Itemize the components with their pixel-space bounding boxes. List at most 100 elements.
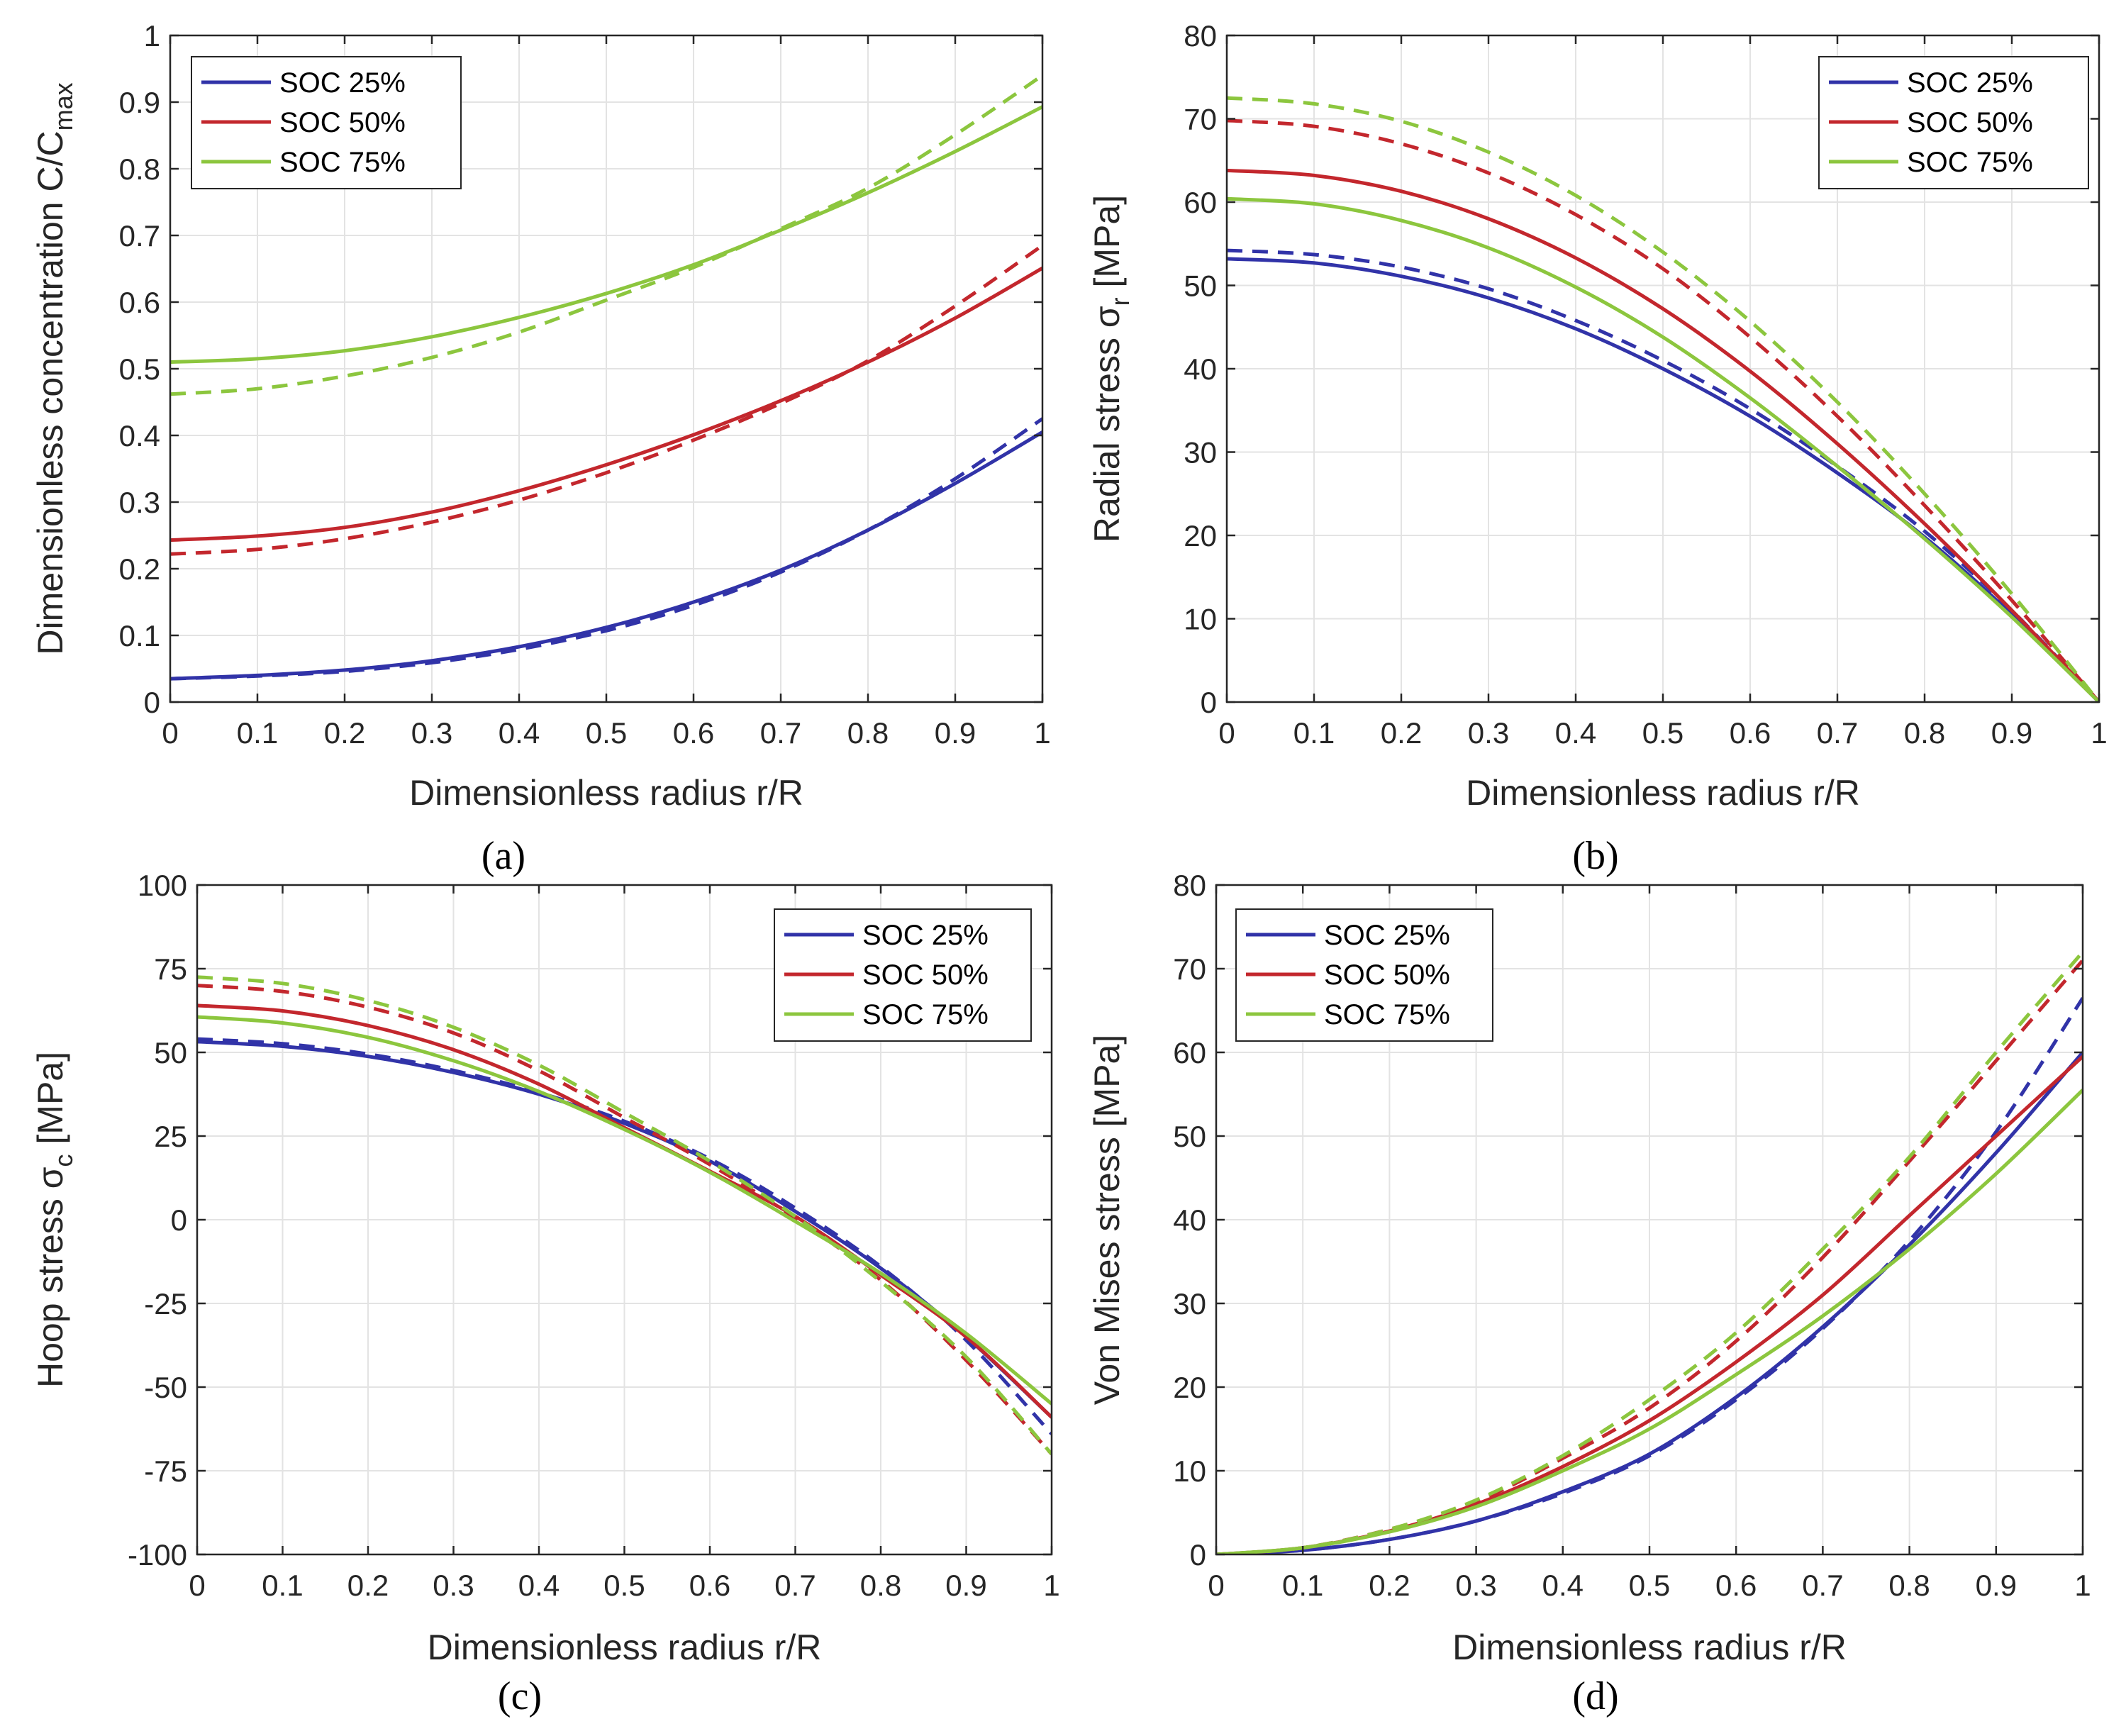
- series-line-dashed-75: [197, 975, 1052, 1456]
- y-tick-label: 40: [1173, 1203, 1206, 1237]
- x-tick-label: 0.6: [673, 716, 714, 750]
- x-tick-label: 0.1: [237, 716, 278, 750]
- x-tick-label: 0.8: [1904, 716, 1945, 750]
- legend-entry: SOC 50%: [279, 107, 406, 138]
- x-tick-label: 0.3: [433, 1569, 474, 1602]
- y-tick-label: 0.4: [119, 419, 160, 452]
- y-tick-label: 0.7: [119, 219, 160, 252]
- legend: SOC 25% SOC 50% SOC 75%: [1235, 908, 1493, 1042]
- x-tick-label: 0.7: [1817, 716, 1858, 750]
- x-tick-label: 0.4: [1542, 1569, 1584, 1602]
- series-group: [1216, 950, 2083, 1554]
- series-line-dashed-50: [170, 244, 1042, 556]
- x-tick-label: 0.9: [935, 716, 976, 750]
- y-tick-label: 80: [1184, 19, 1217, 52]
- x-tick-label: 0.8: [847, 716, 889, 750]
- x-tick-label: 0.7: [760, 716, 801, 750]
- legend: SOC 25% SOC 50% SOC 75%: [1818, 56, 2089, 189]
- x-tick-label: 0.6: [689, 1569, 730, 1602]
- y-tick-label: 10: [1184, 603, 1217, 636]
- x-tick-label: 0.5: [1629, 1569, 1670, 1602]
- y-tick-label: 0: [1190, 1538, 1206, 1571]
- x-tick-label: 0.4: [518, 1569, 560, 1602]
- x-tick-label: 1: [1043, 1569, 1059, 1602]
- series-line-solid-50: [170, 266, 1042, 542]
- legend-entry: SOC 50%: [1907, 107, 2033, 138]
- y-axis-label-subscript: c: [49, 1154, 78, 1167]
- series-line-dashed-75: [1227, 96, 2099, 702]
- legend-entry: SOC 75%: [279, 147, 406, 178]
- x-tick-label: 0.9: [1976, 1569, 2017, 1602]
- y-tick-label: 0.3: [119, 486, 160, 519]
- x-axis-label: Dimensionless radius r/R: [409, 773, 803, 813]
- y-tick-label: 80: [1173, 869, 1206, 902]
- y-axis-label-unit: [MPa]: [30, 1052, 70, 1154]
- y-axis-label-subscript: max: [49, 82, 78, 130]
- series-line-solid-75: [170, 105, 1042, 365]
- y-tick-label: 25: [154, 1120, 187, 1153]
- series-line-solid-25: [1227, 257, 2099, 702]
- y-axis-label-main: Radial stress σ: [1087, 306, 1127, 542]
- x-tick-label: 0.9: [945, 1569, 986, 1602]
- x-axis-label: Dimensionless radius r/R: [428, 1628, 822, 1667]
- series-group: [197, 975, 1052, 1456]
- x-tick-label: 1: [1034, 716, 1050, 750]
- x-tick-label: 0.5: [586, 716, 627, 750]
- legend-entry: SOC 25%: [1907, 67, 2033, 99]
- legend-entry: SOC 75%: [1324, 999, 1450, 1030]
- panel-a: 0 0.1 0.2 0.3 0.4 0.5 0.6 0.7 0.8 0.9 1 0 0.1 0.2 0.3 0…: [30, 19, 1051, 878]
- x-tick-label: 0.8: [860, 1569, 901, 1602]
- series-group: [1227, 96, 2099, 702]
- series-line-dashed-25: [197, 1037, 1052, 1435]
- y-tick-label: 20: [1184, 519, 1217, 552]
- y-tick-label: 100: [138, 869, 187, 902]
- y-tick-label: 70: [1173, 952, 1206, 986]
- y-tick-label: 30: [1173, 1287, 1206, 1320]
- legend-entry: SOC 25%: [279, 67, 406, 99]
- y-axis-label-main: Dimensionless concentration C/C: [30, 130, 70, 655]
- x-tick-label: 0.3: [411, 716, 452, 750]
- y-tick-label: 50: [1184, 269, 1217, 303]
- legend-entry: SOC 25%: [862, 920, 989, 951]
- y-axis-label-main: Hoop stress σ: [30, 1167, 70, 1388]
- panel-caption: (b): [1572, 834, 1618, 878]
- x-tick-label: 0: [1208, 1569, 1224, 1602]
- y-axis-label-unit: [MPa]: [1087, 195, 1127, 297]
- series-group: [170, 74, 1042, 681]
- panel-c: 0 0.1 0.2 0.3 0.4 0.5 0.6 0.7 0.8 0.9 1 -100 -75 -50 -…: [30, 869, 1060, 1718]
- x-tick-label: 0: [162, 716, 178, 750]
- x-axis-label: Dimensionless radius r/R: [1452, 1628, 1847, 1667]
- y-tick-label: 0: [144, 686, 160, 719]
- x-tick-label: 0.1: [1293, 716, 1335, 750]
- x-tick-label: 0.8: [1888, 1569, 1930, 1602]
- y-tick-label: 0.1: [119, 619, 160, 652]
- panel-b: 0 0.1 0.2 0.3 0.4 0.5 0.6 0.7 0.8 0.9 101020304050…: [1087, 19, 2108, 878]
- series-line-dashed-50: [1227, 118, 2099, 702]
- y-axis-label: Hoop stress σc [MPa]: [30, 1052, 78, 1388]
- legend: SOC 25% SOC 50% SOC 75%: [191, 56, 462, 189]
- legend-box: [1818, 56, 2089, 189]
- x-tick-label: 0.5: [1642, 716, 1683, 750]
- y-tick-label: -75: [144, 1454, 187, 1488]
- x-tick-label: 0.3: [1455, 1569, 1496, 1602]
- x-tick-label: 0.6: [1715, 1569, 1757, 1602]
- legend-entry: SOC 75%: [1907, 147, 2033, 178]
- series-line-dashed-50: [197, 984, 1052, 1456]
- x-axis-label: Dimensionless radius r/R: [1466, 773, 1860, 813]
- y-axis-label: Dimensionless concentration C/Cmax: [30, 82, 78, 655]
- y-tick-label: 60: [1184, 186, 1217, 219]
- y-tick-label: 50: [1173, 1120, 1206, 1153]
- legend-entry: SOC 25%: [1324, 920, 1450, 951]
- legend-entry: SOC 50%: [1324, 959, 1450, 991]
- x-tick-label: 0.4: [1555, 716, 1596, 750]
- y-tick-label: 20: [1173, 1371, 1206, 1404]
- x-tick-label: 1: [2091, 716, 2107, 750]
- legend-entry: SOC 75%: [862, 999, 989, 1030]
- x-tick-label: 0.2: [1369, 1569, 1410, 1602]
- y-tick-label: -100: [128, 1538, 187, 1571]
- y-tick-label: 0: [171, 1203, 187, 1237]
- panel-d: 0 0.1 0.2 0.3 0.4 0.5 0.6 0.7 0.8 0.9 101020304050…: [1087, 869, 2091, 1718]
- series-line-solid-75: [1227, 196, 2099, 702]
- y-tick-label: 30: [1184, 436, 1217, 469]
- y-tick-label: 0.2: [119, 552, 160, 586]
